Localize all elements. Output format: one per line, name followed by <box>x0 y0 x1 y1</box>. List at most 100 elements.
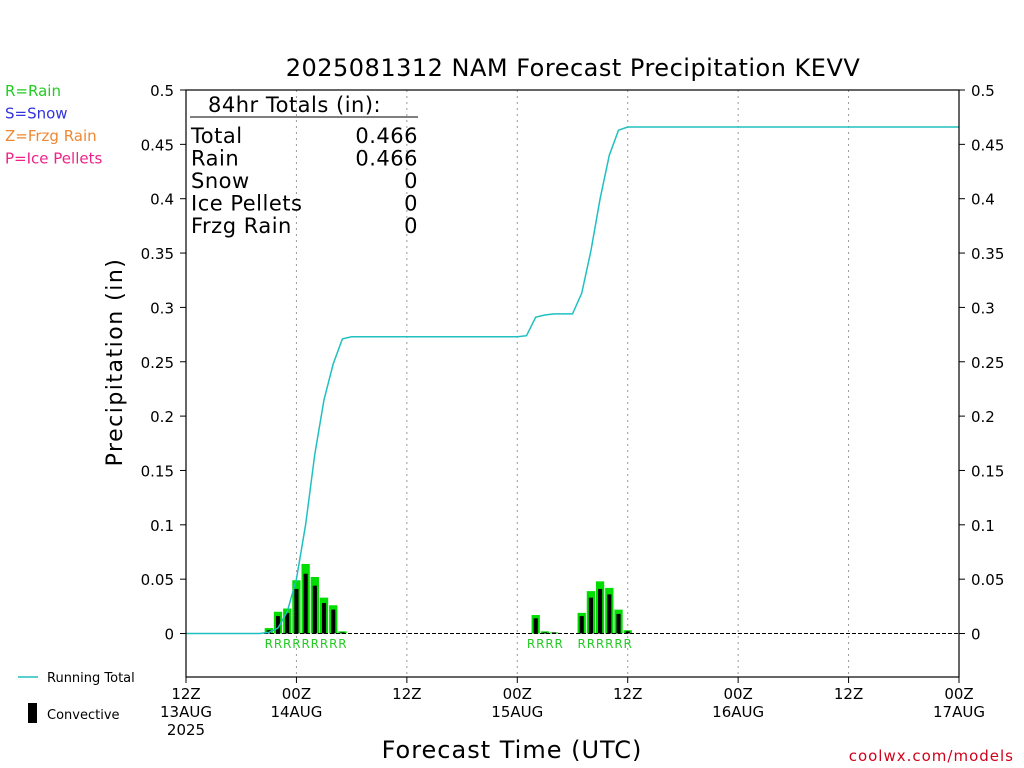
totals-row-label-3: Ice Pellets <box>191 192 302 216</box>
ptype-mark-11: R <box>545 637 553 651</box>
bar-layer <box>264 563 632 634</box>
convective-bar-5 <box>312 585 317 634</box>
convective-legend-label: Convective <box>47 708 120 723</box>
convective-bar-2 <box>285 612 290 634</box>
x-tick-label-2-line1: 12Z <box>392 685 421 703</box>
x-tick-label-5-line2: 16AUG <box>712 703 764 721</box>
ptype-mark-3: R <box>292 637 300 651</box>
ptype-mark-8: R <box>338 637 346 651</box>
ptype-mark-7: R <box>329 637 337 651</box>
y-tick-label-left-3: 0.15 <box>141 462 174 480</box>
y-axis-left: 0 0.05 0.1 0.15 0.2 0.25 0.3 0.35 0.4 0.45 0.5 <box>141 82 186 644</box>
totals-row-value-1: 0.466 <box>355 147 418 171</box>
y-tick-label-left-1: 0.05 <box>141 571 174 589</box>
x-axis-label: Forecast Time (UTC) <box>382 736 643 764</box>
running-total-legend-label: Running Total <box>47 671 135 686</box>
chart-title: 2025081312 NAM Forecast Precipitation KE… <box>286 54 861 82</box>
x-tick-label-3-line1: 00Z <box>503 685 532 703</box>
x-tick-label-1-line2: 14AUG <box>270 703 322 721</box>
x-tick-label-1-line1: 00Z <box>282 685 311 703</box>
ptype-mark-5: R <box>311 637 319 651</box>
convective-bar-10 <box>542 632 547 634</box>
x-tick-label-0-line1: 12Z <box>171 685 200 703</box>
ptype-mark-10: R <box>536 637 544 651</box>
ptype-legend-item-1: S=Snow <box>5 105 68 123</box>
y-tick-label-right-4: 0.2 <box>971 408 995 426</box>
y-tick-label-right-7: 0.35 <box>971 245 1004 263</box>
ptype-mark-0: R <box>265 637 273 651</box>
y-tick-label-left-9: 0.45 <box>141 136 174 154</box>
y-tick-label-left-5: 0.25 <box>141 354 174 372</box>
y-tick-label-right-3: 0.15 <box>971 462 1004 480</box>
totals-row-label-1: Rain <box>191 147 239 171</box>
convective-bar-8 <box>340 632 345 634</box>
convective-bar-3 <box>294 588 299 634</box>
convective-bar-13 <box>588 597 593 634</box>
x-tick-label-4-line1: 12Z <box>613 685 642 703</box>
convective-bar-17 <box>625 631 630 634</box>
convective-bar-1 <box>275 616 281 634</box>
y-tick-label-left-7: 0.35 <box>141 245 174 263</box>
totals-header: 84hr Totals (in): <box>208 93 381 117</box>
precip-type-legend: R=Rain S=Snow Z=Frzg Rain P=Ice Pellets <box>5 82 102 168</box>
totals-row-label-2: Snow <box>191 169 250 193</box>
totals-row-value-2: 0 <box>404 169 418 193</box>
ptype-mark-1: R <box>274 637 282 651</box>
ptype-legend-item-3: P=Ice Pellets <box>5 150 102 168</box>
x-tick-label-5-line1: 00Z <box>723 685 752 703</box>
totals-row-label-4: Frzg Rain <box>191 214 292 238</box>
ptype-mark-2: R <box>283 637 291 651</box>
y-tick-label-right-6: 0.3 <box>971 299 995 317</box>
totals-rows: Total 0.466 Rain 0.466 Snow 0 Ice Pellets 0 Frzg… <box>190 124 418 238</box>
ptype-mark-13: R <box>578 637 586 651</box>
ptype-mark-16: R <box>605 637 613 651</box>
y-tick-label-left-2: 0.1 <box>150 517 174 535</box>
convective-bar-6 <box>321 603 327 634</box>
ptype-mark-17: R <box>614 637 622 651</box>
totals-row-value-3: 0 <box>404 192 418 216</box>
y-tick-label-right-9: 0.45 <box>971 136 1004 154</box>
convective-bar-4 <box>303 573 308 634</box>
y-tick-label-left-6: 0.3 <box>150 299 174 317</box>
y-tick-label-right-0: 0 <box>971 626 981 644</box>
ptype-legend-item-0: R=Rain <box>5 82 61 100</box>
running-total-line <box>186 126 959 635</box>
y-tick-label-right-2: 0.1 <box>971 517 995 535</box>
convective-legend-swatch <box>28 703 37 723</box>
x-tick-label-3-line2: 15AUG <box>491 703 543 721</box>
credit-text: coolwx.com/models <box>849 747 1014 765</box>
y-tick-label-left-4: 0.2 <box>150 408 174 426</box>
gridlines <box>295 90 850 677</box>
ptype-mark-9: R <box>527 637 535 651</box>
totals-row-value-0: 0.466 <box>355 124 418 148</box>
x-tick-label-7-line1: 00Z <box>944 685 973 703</box>
convective-bar-14 <box>598 588 603 634</box>
y-tick-label-left-0: 0 <box>164 626 174 644</box>
convective-bar-16 <box>616 613 621 634</box>
ptype-mark-18: R <box>624 637 632 651</box>
convective-bar-15 <box>607 594 612 634</box>
ptype-legend-item-2: Z=Frzg Rain <box>5 127 97 145</box>
convective-bar-7 <box>331 609 336 634</box>
x-tick-label-0-line3: 2025 <box>167 721 205 739</box>
totals-box: 84hr Totals (in): Total 0.466 Rain 0.466 Sno… <box>190 93 418 238</box>
y-axis-label: Precipitation (in) <box>103 258 128 467</box>
ptype-mark-14: R <box>587 637 595 651</box>
convective-bar-12 <box>579 616 584 634</box>
x-tick-label-7-line2: 17AUG <box>933 703 985 721</box>
y-tick-label-right-8: 0.4 <box>971 191 995 209</box>
ptype-mark-6: R <box>320 637 328 651</box>
totals-row-label-0: Total <box>190 124 243 148</box>
totals-row-value-4: 0 <box>404 214 418 238</box>
y-tick-label-right-5: 0.25 <box>971 354 1004 372</box>
ptype-mark-4: R <box>301 637 309 651</box>
x-tick-label-6-line1: 12Z <box>834 685 863 703</box>
y-tick-label-right-10: 0.5 <box>971 82 995 100</box>
x-tick-label-0-line2: 13AUG <box>160 703 212 721</box>
y-axis-right: 0 0.05 0.1 0.15 0.2 0.25 0.3 0.35 0.4 0.45 0.5 <box>959 82 1004 644</box>
convective-bar-11 <box>552 632 557 634</box>
plot-frame <box>185 89 960 678</box>
